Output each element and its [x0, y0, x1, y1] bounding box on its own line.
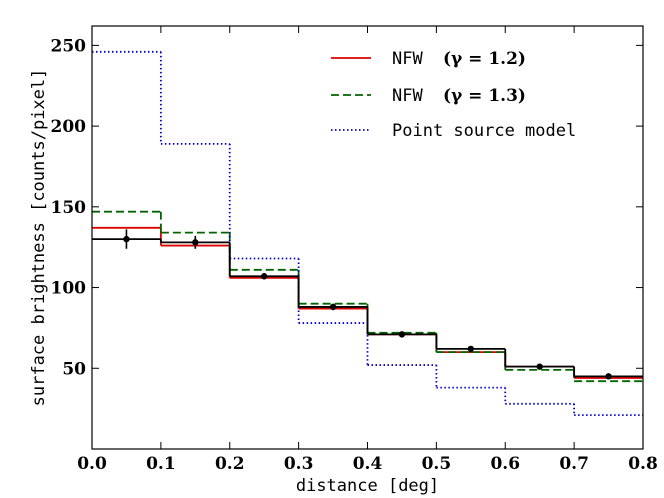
- data-points-layer: [123, 229, 612, 380]
- x-tick-label-0: 0.0: [77, 454, 107, 474]
- data-point-6: [536, 363, 543, 370]
- y-tick-label-4: 250: [51, 36, 87, 56]
- data-point-0: [123, 235, 130, 243]
- ticks-layer: 0.0 0.1 0.2 0.3 0.4 0.5 0.6 0.7 0.8 50 100 150 200 25…: [51, 26, 658, 474]
- data-point-3: [329, 303, 337, 311]
- y-tick-label-3: 200: [51, 117, 87, 137]
- data-point-7: [605, 373, 612, 380]
- x-tick-label-2: 0.2: [215, 454, 245, 474]
- data-point-5: [467, 345, 475, 353]
- x-tick-label-6: 0.6: [490, 454, 520, 474]
- legend-label-nfw-1-3: NFW: [392, 86, 423, 106]
- plot-frame: [91, 25, 644, 450]
- legend-label-nfw-1-2: NFW: [392, 49, 423, 69]
- y-tick-label-2: 150: [51, 198, 87, 218]
- legend-label-point-source: Point source model: [392, 121, 576, 141]
- legend: NFW (γ = 1.2) NFW (γ = 1.3) Point source…: [331, 49, 576, 141]
- legend-gamma-1-2: (γ = 1.2): [443, 49, 526, 69]
- x-tick-label-7: 0.7: [559, 454, 589, 474]
- data-point-1: [192, 239, 199, 246]
- x-tick-label-5: 0.5: [422, 454, 452, 474]
- data-point-2: [260, 273, 268, 280]
- x-tick-label-3: 0.3: [284, 454, 314, 474]
- x-tick-label-1: 0.1: [146, 454, 176, 474]
- legend-gamma-1-3: (γ = 1.3): [443, 86, 526, 106]
- y-tick-label-1: 100: [51, 279, 87, 299]
- y-axis-title: surface brightness [counts/pixel]: [29, 69, 49, 407]
- x-axis-title: distance [deg]: [296, 476, 439, 496]
- data-point-4: [398, 331, 406, 338]
- x-tick-label-4: 0.4: [353, 454, 383, 474]
- y-tick-label-0: 50: [62, 359, 86, 379]
- series-layer: [92, 50, 643, 416]
- x-tick-label-8: 0.8: [628, 454, 658, 474]
